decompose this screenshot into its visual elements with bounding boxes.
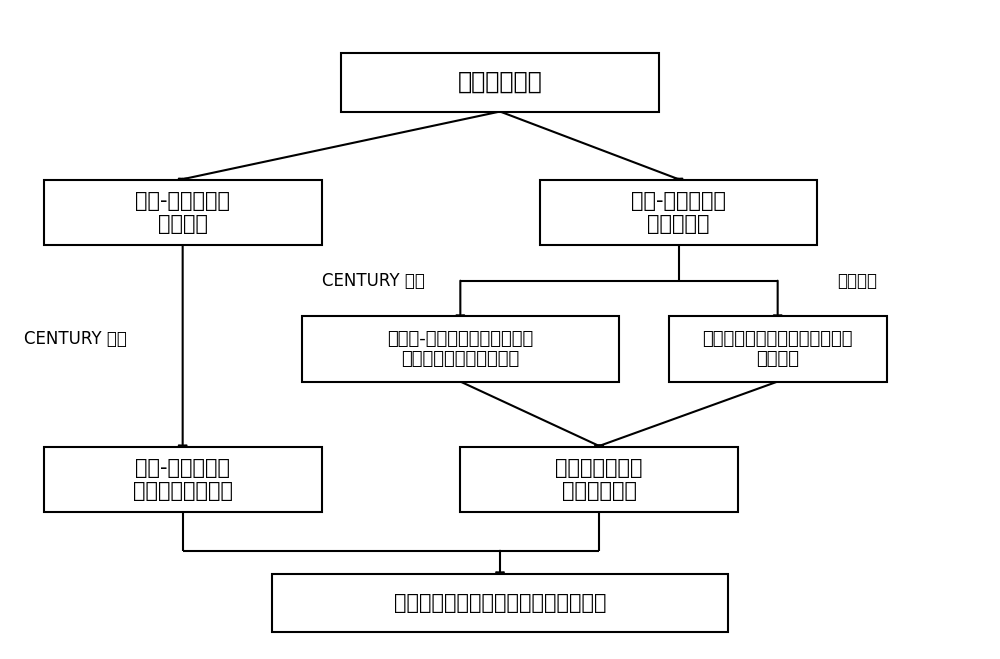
Text: 兰陵县农用地: 兰陵县农用地 bbox=[458, 71, 542, 94]
Text: CENTURY 模型: CENTURY 模型 bbox=[24, 330, 127, 348]
Text: 时序采样: 时序采样 bbox=[837, 272, 877, 290]
Text: 小麦-玉米轮作变
为蔬菜区域: 小麦-玉米轮作变 为蔬菜区域 bbox=[631, 190, 726, 234]
Text: CENTURY 模型: CENTURY 模型 bbox=[322, 272, 424, 290]
FancyBboxPatch shape bbox=[460, 447, 738, 511]
FancyBboxPatch shape bbox=[341, 53, 659, 111]
FancyBboxPatch shape bbox=[44, 447, 322, 511]
Text: 兰陵县农用地土壤有机碳储量动态变化: 兰陵县农用地土壤有机碳储量动态变化 bbox=[394, 593, 606, 613]
FancyBboxPatch shape bbox=[44, 180, 322, 245]
Text: 以小麦-玉米轮作参数进行模型
模拟得到土壤有机碳储量: 以小麦-玉米轮作参数进行模型 模拟得到土壤有机碳储量 bbox=[387, 330, 533, 368]
Text: 蔬菜种植区域土
壤有机碳储量: 蔬菜种植区域土 壤有机碳储量 bbox=[555, 457, 643, 501]
FancyBboxPatch shape bbox=[302, 316, 619, 382]
FancyBboxPatch shape bbox=[669, 316, 887, 382]
FancyBboxPatch shape bbox=[272, 573, 728, 632]
FancyBboxPatch shape bbox=[540, 180, 817, 245]
Text: 蔬菜种植方式的相对土壤有机碳
储量增量: 蔬菜种植方式的相对土壤有机碳 储量增量 bbox=[702, 330, 853, 368]
Text: 小麦-玉米轮作区
域土壤有机碳储量: 小麦-玉米轮作区 域土壤有机碳储量 bbox=[133, 457, 233, 501]
Text: 小麦-玉米轮作未
变化区域: 小麦-玉米轮作未 变化区域 bbox=[135, 190, 230, 234]
